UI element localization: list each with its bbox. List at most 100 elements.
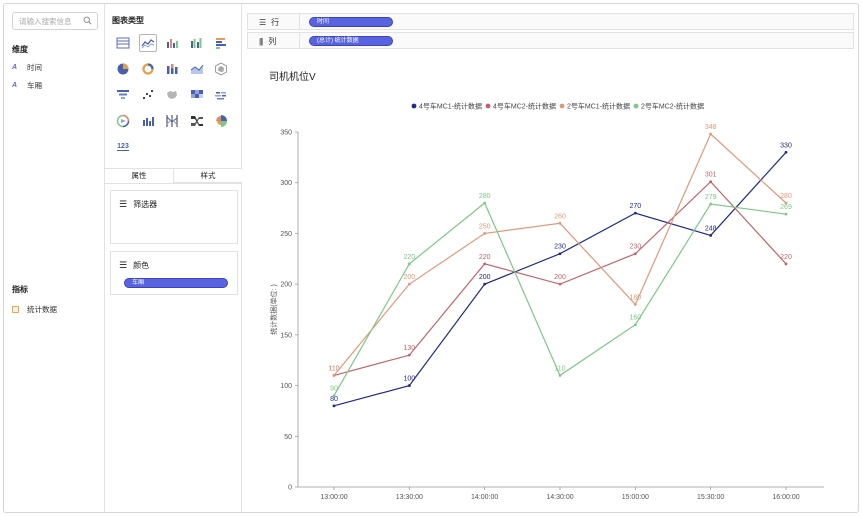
data-point[interactable]: [332, 374, 336, 377]
data-label: 180: [629, 294, 641, 301]
data-point[interactable]: [709, 202, 713, 206]
text-field-icon: A: [12, 64, 18, 71]
legend-label[interactable]: 2号车MC1-统计数据: [567, 102, 630, 111]
data-label: 279: [705, 194, 717, 201]
map-icon[interactable]: [163, 86, 181, 104]
data-label: 248: [705, 225, 717, 232]
bar-chart-icon[interactable]: [163, 34, 181, 52]
data-point[interactable]: [784, 212, 788, 216]
search-input[interactable]: [13, 13, 81, 29]
data-point[interactable]: [633, 252, 637, 256]
chart-title: 司机机位V: [269, 72, 316, 83]
data-point[interactable]: [709, 180, 713, 184]
number-card-icon[interactable]: 123: [117, 143, 129, 151]
x-tick-label: 13:30:00: [396, 494, 423, 501]
dimension-label: 时间: [27, 63, 42, 72]
data-point[interactable]: [483, 262, 487, 266]
funnel-icon[interactable]: [114, 86, 132, 104]
gauge-icon[interactable]: [114, 112, 132, 130]
data-point[interactable]: [407, 262, 411, 266]
data-point[interactable]: [558, 282, 562, 286]
search-box[interactable]: [12, 12, 98, 30]
data-point[interactable]: [633, 303, 637, 306]
columns-icon: |||: [259, 37, 263, 46]
data-point[interactable]: [784, 201, 788, 205]
stacked-bar-icon[interactable]: [163, 60, 181, 78]
pie-chart-icon[interactable]: [114, 60, 132, 78]
tab-style[interactable]: 样式: [174, 169, 242, 183]
data-point[interactable]: [784, 150, 788, 154]
horizontal-bar-icon[interactable]: [212, 34, 230, 52]
data-label: 80: [330, 396, 338, 403]
measure-field-stat[interactable]: 统计数据: [12, 304, 57, 315]
data-point[interactable]: [558, 374, 562, 377]
data-label: 230: [554, 244, 566, 251]
radar-icon[interactable]: [212, 60, 230, 78]
row-field-pill[interactable]: 时间: [309, 17, 393, 27]
parallel-icon[interactable]: [163, 112, 181, 130]
field-panel: 维度 A 时间 A 车厢 指标 统计数据: [4, 4, 105, 512]
data-point[interactable]: [332, 394, 336, 398]
x-tick-label: 15:00:00: [622, 494, 649, 501]
data-point[interactable]: [407, 353, 411, 357]
data-point[interactable]: [709, 234, 713, 237]
legend-marker[interactable]: [633, 103, 639, 109]
legend-marker[interactable]: [485, 103, 491, 109]
data-label: 301: [705, 172, 717, 179]
combo-chart-icon[interactable]: [139, 112, 157, 130]
column-shelf[interactable]: ||| 列 (总计) 统计数据: [247, 32, 854, 49]
column-field-pill[interactable]: (总计) 统计数据: [309, 36, 393, 46]
legend-label[interactable]: 4号车MC1-统计数据: [419, 102, 482, 111]
dimension-field-carriage[interactable]: A 车厢: [12, 80, 42, 91]
y-tick-label: 50: [284, 434, 292, 441]
line-chart-icon[interactable]: [138, 34, 157, 52]
data-point[interactable]: [709, 132, 713, 136]
sankey-icon[interactable]: [188, 112, 206, 130]
donut-chart-icon[interactable]: [139, 60, 157, 78]
row-shelf[interactable]: ☰ 行 时间: [247, 13, 854, 30]
data-label: 220: [479, 254, 491, 261]
data-label: 110: [328, 365, 339, 372]
data-label: 200: [479, 274, 491, 281]
y-tick-label: 250: [280, 231, 292, 238]
color-field-pill[interactable]: 车厢: [124, 278, 228, 288]
tab-properties[interactable]: 属性: [105, 169, 174, 183]
heatmap-icon[interactable]: [188, 86, 206, 104]
legend-marker[interactable]: [411, 103, 417, 109]
filter-box[interactable]: ☰ 筛选器: [110, 190, 238, 244]
text-field-icon: A: [12, 82, 18, 89]
search-icon[interactable]: [83, 16, 92, 25]
data-label: 110: [328, 365, 339, 372]
grouped-bar-icon[interactable]: [188, 34, 206, 52]
table-icon[interactable]: [114, 34, 132, 52]
area-chart-icon[interactable]: [188, 60, 206, 78]
legend-marker[interactable]: [559, 103, 565, 109]
x-tick-label: 16:00:00: [772, 494, 799, 501]
chart-area: ☰ 行 时间 ||| 列 (总计) 统计数据 司机机位V 0 50 100 150 200 2…: [242, 4, 858, 512]
data-point[interactable]: [407, 282, 411, 286]
data-point[interactable]: [633, 211, 637, 215]
data-point[interactable]: [332, 404, 336, 408]
data-point[interactable]: [483, 282, 487, 286]
y-tick-label: 150: [280, 332, 292, 339]
data-point[interactable]: [407, 384, 411, 387]
wordcloud-icon[interactable]: [212, 86, 230, 104]
data-point[interactable]: [558, 252, 562, 256]
data-point[interactable]: [633, 323, 637, 327]
legend-label[interactable]: 4号车MC2-统计数据: [493, 102, 556, 111]
data-point[interactable]: [558, 221, 562, 225]
y-tick-label: 200: [280, 282, 292, 289]
data-label: 280: [479, 193, 491, 200]
line-chart: 0 50 100 150 200 250 300 350 13:00:00 13:30:00 14:…: [269, 102, 824, 501]
scatter-icon[interactable]: [139, 86, 157, 104]
color-box[interactable]: ☰ 颜色 车厢: [110, 251, 238, 295]
data-point[interactable]: [483, 232, 487, 235]
dimension-field-time[interactable]: A 时间: [12, 62, 42, 73]
filter-header: ☰ 筛选器: [119, 199, 157, 210]
config-panel: 图表类型 123 属性 样式: [105, 4, 242, 512]
data-point[interactable]: [483, 201, 487, 205]
y-tick-label: 100: [280, 383, 292, 390]
data-point[interactable]: [784, 262, 788, 266]
rose-chart-icon[interactable]: [212, 112, 230, 130]
legend-label[interactable]: 2号车MC2-统计数据: [641, 102, 704, 111]
